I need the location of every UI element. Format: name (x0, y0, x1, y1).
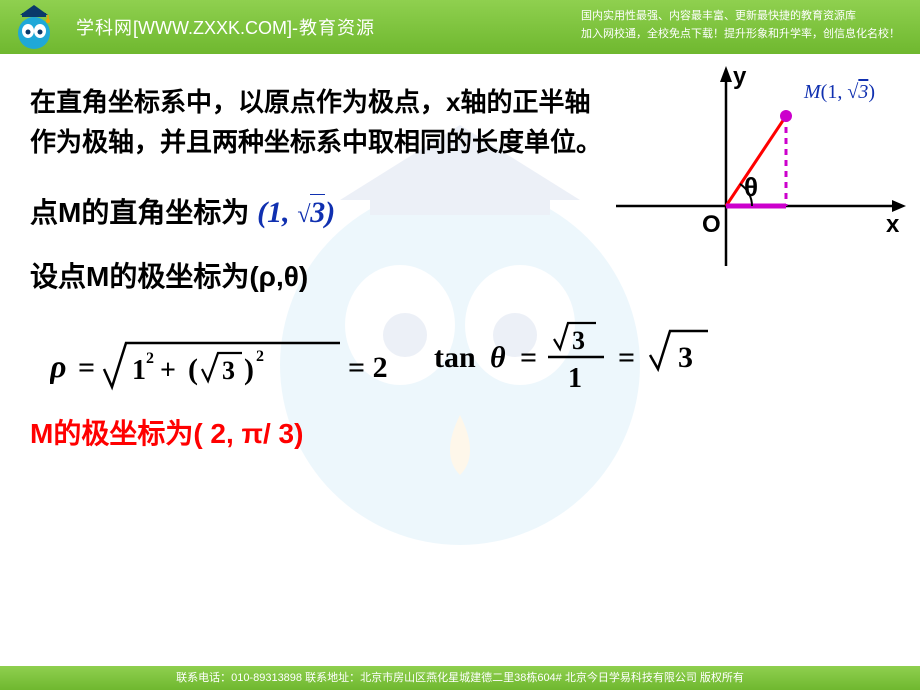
svg-text:tan: tan (434, 341, 476, 374)
coordinate-diagram: y x O θ M(1, √3) (616, 66, 906, 266)
svg-text:3: 3 (572, 326, 585, 355)
svg-text:1: 1 (568, 363, 582, 394)
header-right-line1: 国内实用性最强、内容最丰富、更新最快捷的教育资源库 (581, 8, 900, 26)
y-axis-label: y (733, 66, 747, 90)
result-line: M的极坐标为( 2, π/ 3) (30, 412, 890, 452)
footer-text: 联系电话：010-89313898 联系地址：北京市房山区燕化星城建德二里38栋… (176, 672, 744, 684)
svg-text:=: = (520, 341, 537, 374)
site-url: [WWW.ZXXK.COM] (133, 18, 292, 38)
equation-rho: ρ = 1 2 + ( 3 ) 2 = 2 (50, 333, 410, 395)
site-name: 学科网 (76, 18, 133, 38)
svg-text:θ: θ (490, 341, 506, 374)
problem-intro: 在直角坐标系中，以原点作为极点，x轴的正半轴作为极轴，并且两种坐标系中取相同的长… (30, 82, 610, 163)
cartesian-label: 点M的直角坐标为 (30, 197, 249, 228)
header-title: 学科网[WWW.ZXXK.COM]-教育资源 (76, 14, 375, 40)
svg-text:=: = (78, 351, 95, 384)
angle-theta-label: θ (744, 172, 758, 202)
svg-text:): ) (244, 353, 254, 386)
header-right-text: 国内实用性最强、内容最丰富、更新最快捷的教育资源库 加入网校通，全校免点下载！提… (581, 8, 900, 43)
owl-logo-icon (10, 3, 58, 51)
header-right-line2: 加入网校通，全校免点下载！提升形象和升学率，创信息化名校！ (581, 26, 900, 44)
origin-label: O (702, 211, 721, 238)
page-footer: 联系电话：010-89313898 联系地址：北京市房山区燕化星城建德二里38栋… (0, 666, 920, 690)
svg-text:ρ: ρ (50, 348, 66, 384)
cartesian-value: (1, √3) (257, 196, 335, 229)
x-axis-label: x (886, 211, 900, 238)
point-m-label: M(1, √3) (803, 81, 875, 103)
svg-text:=: = (618, 341, 635, 374)
equation-tan: tan θ = 3 1 = 3 (434, 317, 794, 395)
svg-text:1: 1 (132, 355, 146, 386)
svg-text:= 2: = 2 (348, 351, 388, 384)
svg-text:+: + (160, 355, 176, 386)
site-tagline: -教育资源 (292, 18, 375, 38)
svg-text:2: 2 (146, 350, 154, 367)
svg-text:2: 2 (256, 348, 264, 365)
svg-text:3: 3 (222, 356, 235, 385)
page-header: 学科网[WWW.ZXXK.COM]-教育资源 国内实用性最强、内容最丰富、更新最… (0, 0, 920, 54)
svg-text:(: ( (188, 353, 198, 386)
svg-text:3: 3 (678, 341, 693, 374)
